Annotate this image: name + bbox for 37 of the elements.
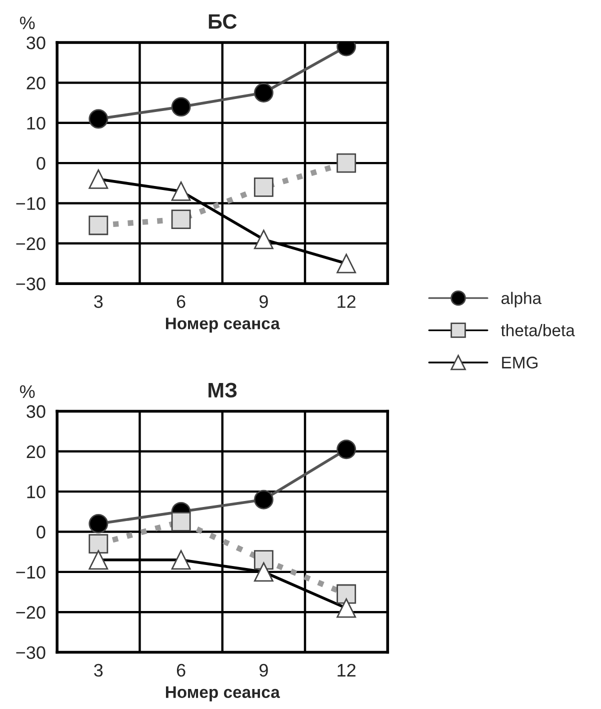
x-tick-label: 6 [176,295,186,308]
chart-title: БС [208,14,237,29]
chart-title: МЗ [208,382,237,398]
x-tick-label: 3 [94,664,103,677]
x-tick-label: 12 [338,664,356,676]
point [88,109,108,129]
legend-label: alpha [501,292,542,308]
y-axis-title: % [20,385,35,398]
point [88,514,108,534]
y-tick-label: 10 [27,116,46,130]
y-tick-label: 0 [36,157,46,170]
legend-label: theta/beta [501,324,575,336]
y-tick-label: −20 [16,237,46,250]
y-tick-label: −30 [16,278,46,290]
y-tick-label: −10 [16,197,46,210]
y-tick-label: 0 [36,526,46,538]
x-tick-label: 9 [260,295,268,308]
y-tick-label: 20 [26,445,46,458]
x-tick-label: 3 [94,295,103,308]
point [336,440,356,460]
y-tick-label: 10 [27,486,46,498]
y-tick-label: 20 [26,76,46,90]
y-tick-label: 30 [26,36,46,50]
y-tick-label: −10 [16,566,46,579]
x-tick-label: 12 [338,295,356,308]
y-tick-label: −30 [16,646,46,659]
y-axis-title: % [20,16,35,30]
y-tick-label: −20 [16,606,46,619]
point [254,490,274,510]
x-axis-title: Номер сеанса [166,686,280,702]
point [254,83,274,102]
y-tick-label: 30 [26,405,46,418]
x-tick-label: 6 [176,664,186,677]
point [171,97,191,117]
x-axis-title: Номер сеанса [166,318,280,333]
x-tick-label: 9 [260,664,268,677]
legend-label: EMG [502,356,538,368]
